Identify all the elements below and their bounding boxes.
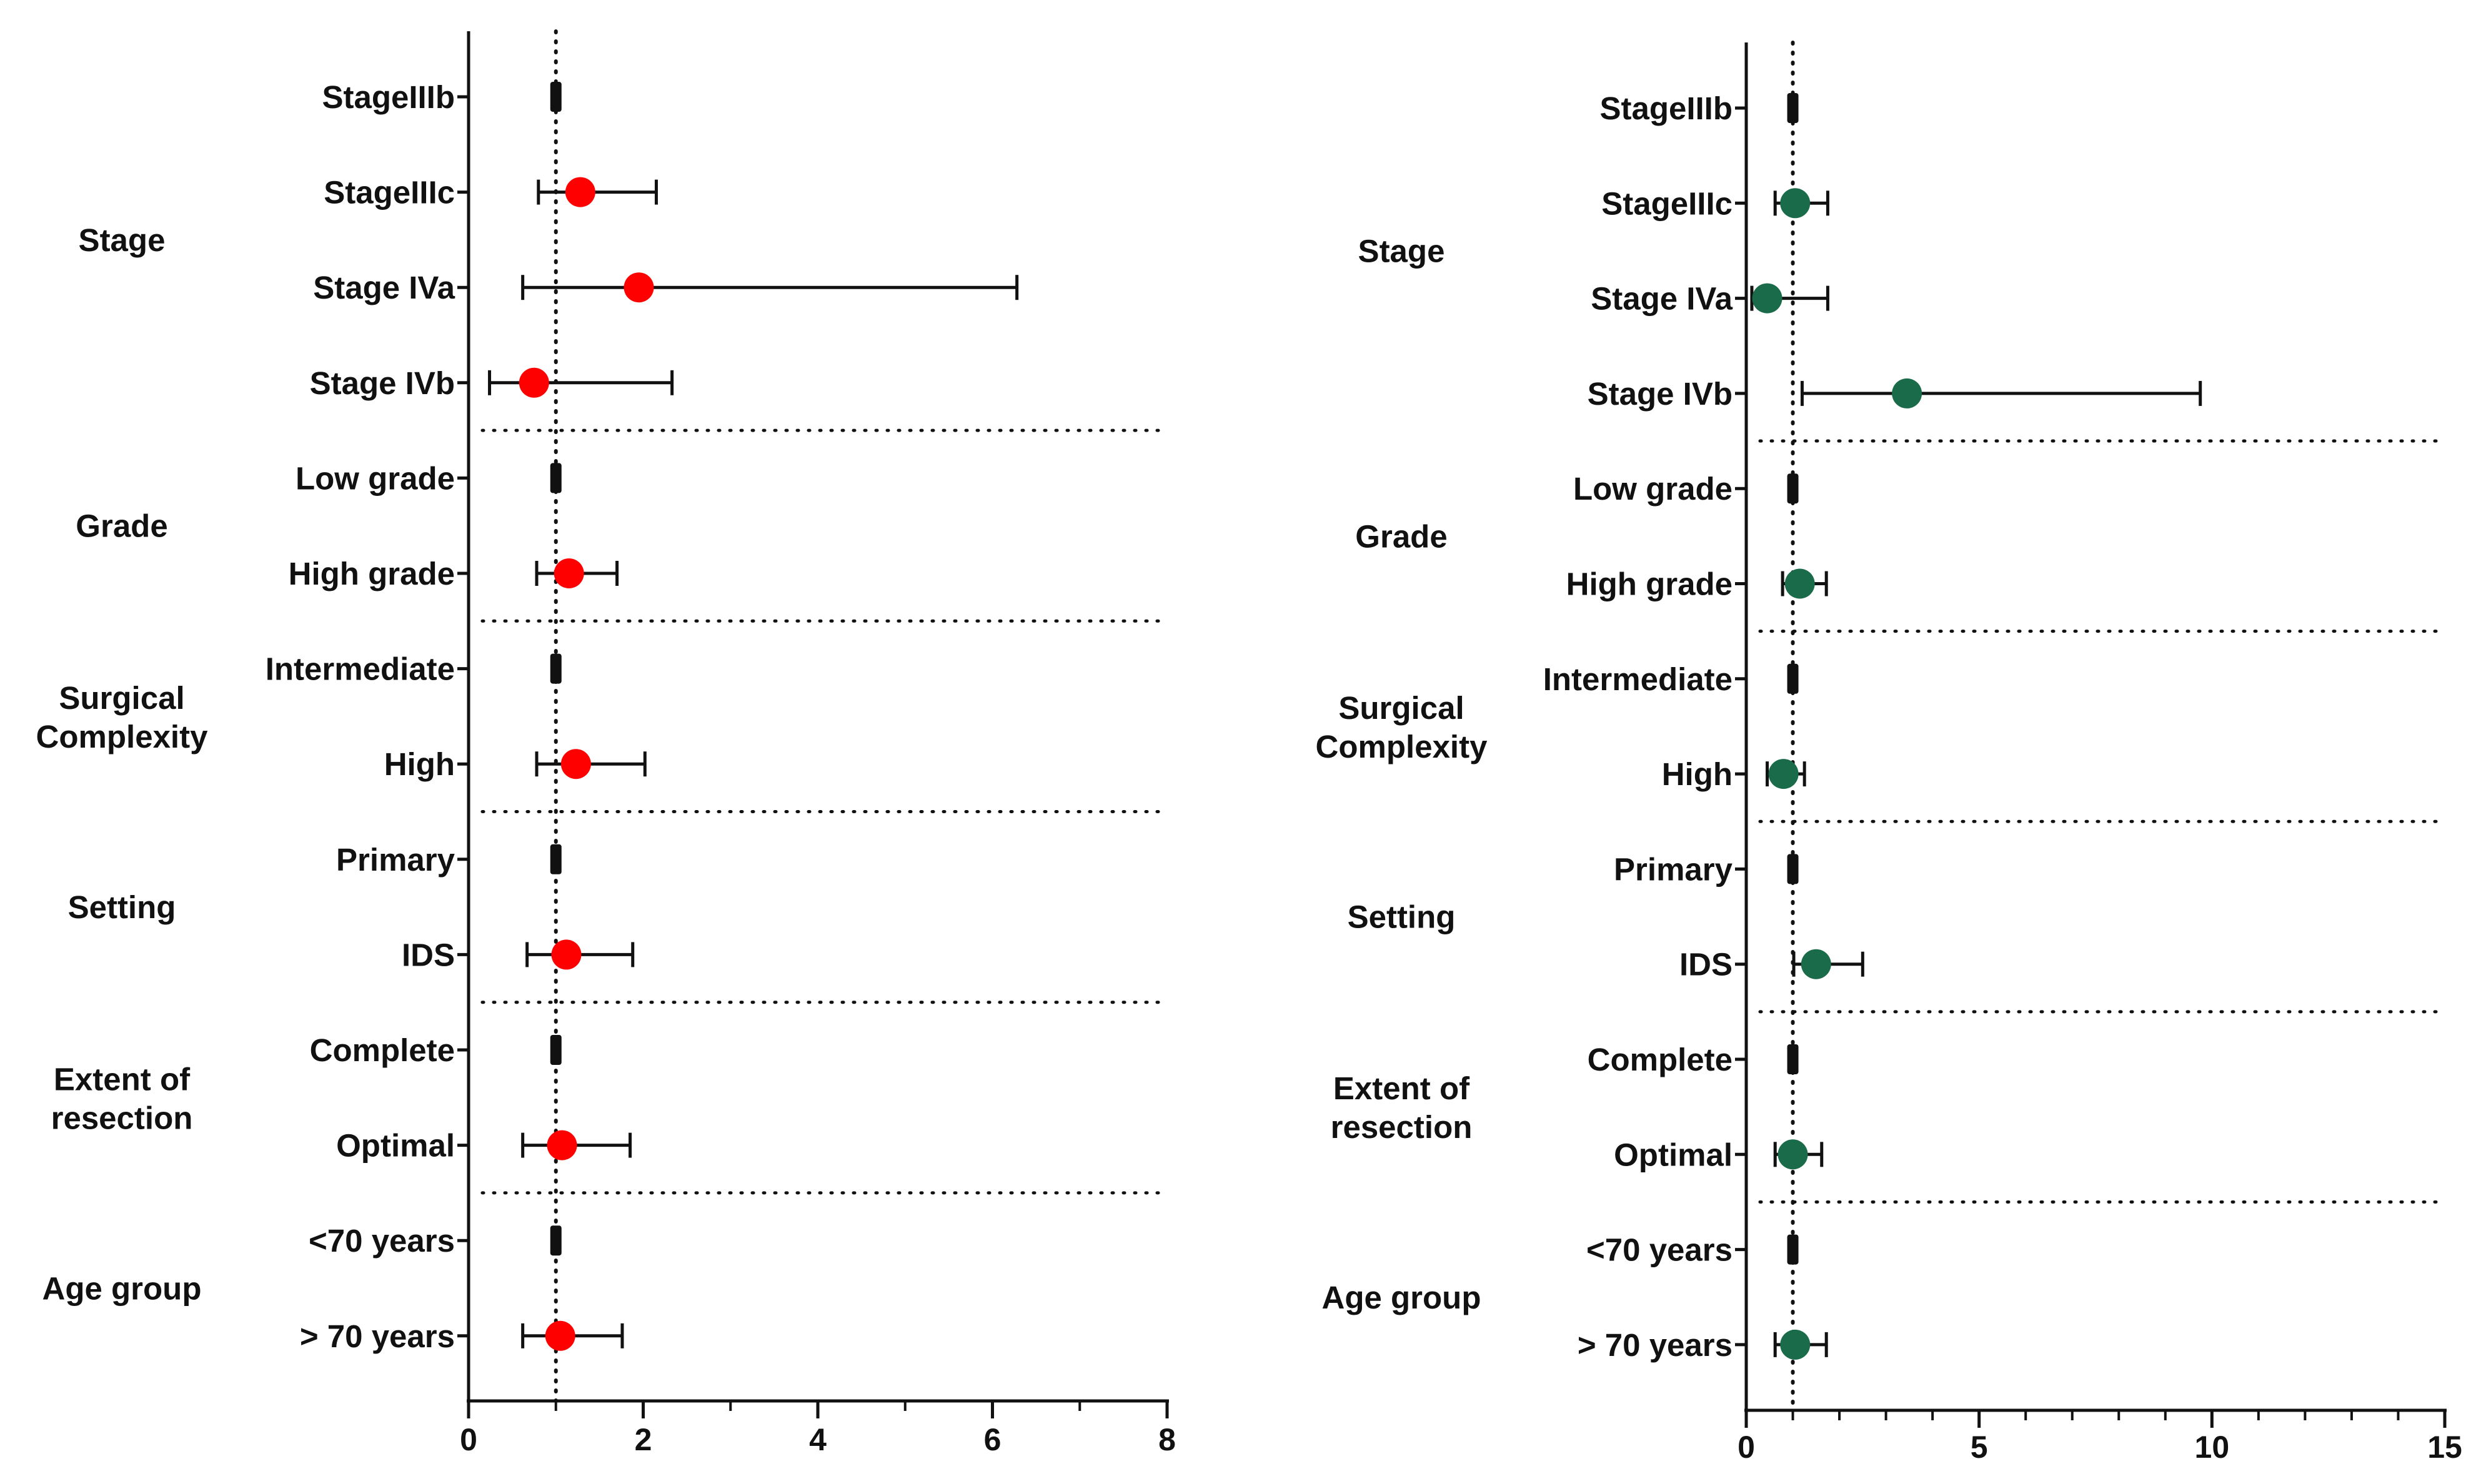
forest-plot-left: 0 2 4 6 8 Stage Grade Surgical Complexity Setting… (36, 29, 1176, 1457)
row-label: Primary (1614, 851, 1733, 887)
group-label: Age group (1322, 1280, 1481, 1315)
row-label: StageIIIc (324, 175, 455, 210)
group-label: Surgical Complexity (1316, 690, 1488, 764)
row-label: <70 years (1586, 1232, 1733, 1268)
row-label: High (384, 746, 455, 782)
group-label: Extent of resection (1331, 1071, 1473, 1145)
reference-marker (550, 653, 562, 684)
group-label: Age group (42, 1271, 202, 1307)
estimate-point (519, 367, 549, 398)
x-tick-label: 6 (984, 1422, 1002, 1457)
row-label: Intermediate (266, 651, 455, 687)
group-label-line: Complexity (1316, 729, 1488, 764)
forest-plot-right: 0 5 10 15 Stage Grade Surgical Complexity Settin… (1316, 41, 2462, 1465)
row-label: Low grade (1573, 471, 1733, 507)
x-tick-label: 8 (1158, 1422, 1176, 1457)
group-label-line: Extent of (54, 1061, 191, 1097)
group-label: Grade (1355, 518, 1447, 554)
group-label: Stage (79, 222, 166, 258)
estimate-point (554, 558, 584, 588)
row-label: <70 years (309, 1223, 455, 1259)
row-label: Complete (1588, 1042, 1733, 1077)
group-label: Extent of resection (51, 1061, 193, 1135)
estimate-point (545, 1320, 575, 1351)
row-label: StageIIIc (1601, 186, 1733, 221)
group-label-line: Surgical (1338, 690, 1464, 726)
reference-marker (1787, 1044, 1799, 1074)
estimate-point (551, 939, 582, 970)
estimate-point (1801, 949, 1831, 979)
row-label: IDS (402, 937, 455, 972)
row-label: Stage IVa (1591, 281, 1733, 317)
row-label: High grade (1566, 566, 1733, 602)
row-label: IDS (1679, 947, 1733, 982)
reference-marker (550, 844, 562, 874)
row-label: > 70 years (300, 1318, 455, 1354)
row-label: StageIIIb (1599, 91, 1733, 126)
group-label-line: Complexity (36, 719, 209, 754)
x-tick-label: 10 (2195, 1430, 2230, 1465)
group-label: Setting (68, 889, 176, 925)
x-tick-label: 15 (2427, 1430, 2462, 1465)
group-label-line: Extent of (1333, 1071, 1470, 1106)
group-label: Surgical Complexity (36, 680, 209, 754)
estimate-point (1780, 1329, 1811, 1360)
row-label: Intermediate (1543, 661, 1733, 697)
estimate-point (624, 272, 654, 303)
group-label-line: resection (1331, 1109, 1473, 1145)
group-label: Stage (1358, 233, 1445, 269)
row-label: Stage IVa (313, 270, 455, 305)
row-label: StageIIIb (322, 79, 455, 115)
reference-marker (1787, 663, 1799, 694)
row-label: Primary (336, 842, 455, 878)
x-tick-label: 4 (809, 1422, 827, 1457)
row-label: Stage IVb (1588, 376, 1733, 412)
reference-marker (550, 82, 562, 112)
estimate-point (560, 749, 591, 779)
row-label: High grade (289, 556, 455, 591)
group-label: Grade (76, 508, 167, 544)
estimate-point (565, 177, 595, 207)
group-label: Setting (1348, 899, 1456, 935)
row-label: Optimal (336, 1128, 455, 1164)
reference-marker (1787, 854, 1799, 884)
row-label: Stage IVb (310, 365, 455, 401)
row-label: Complete (310, 1032, 455, 1068)
estimate-point (1784, 568, 1815, 599)
row-label: Low grade (296, 460, 455, 496)
row-label: Optimal (1614, 1137, 1733, 1172)
group-label-line: Surgical (59, 680, 184, 716)
x-tick-label: 2 (635, 1422, 652, 1457)
reference-marker (1787, 93, 1799, 123)
reference-marker (1787, 1234, 1799, 1265)
reference-marker (550, 1035, 562, 1065)
x-tick-label: 0 (1738, 1430, 1755, 1465)
estimate-point (1780, 188, 1811, 219)
estimate-point (547, 1130, 577, 1160)
estimate-point (1777, 1139, 1808, 1170)
reference-marker (1787, 473, 1799, 504)
estimate-point (1892, 378, 1922, 408)
x-tick-label: 5 (1971, 1430, 1988, 1465)
x-tick-label: 0 (460, 1422, 477, 1457)
row-label: High (1662, 756, 1733, 792)
estimate-point (1752, 283, 1782, 314)
reference-marker (550, 463, 562, 493)
reference-marker (550, 1225, 562, 1256)
estimate-point (1768, 759, 1799, 789)
row-label: > 70 years (1578, 1327, 1733, 1363)
group-label-line: resection (51, 1100, 193, 1135)
